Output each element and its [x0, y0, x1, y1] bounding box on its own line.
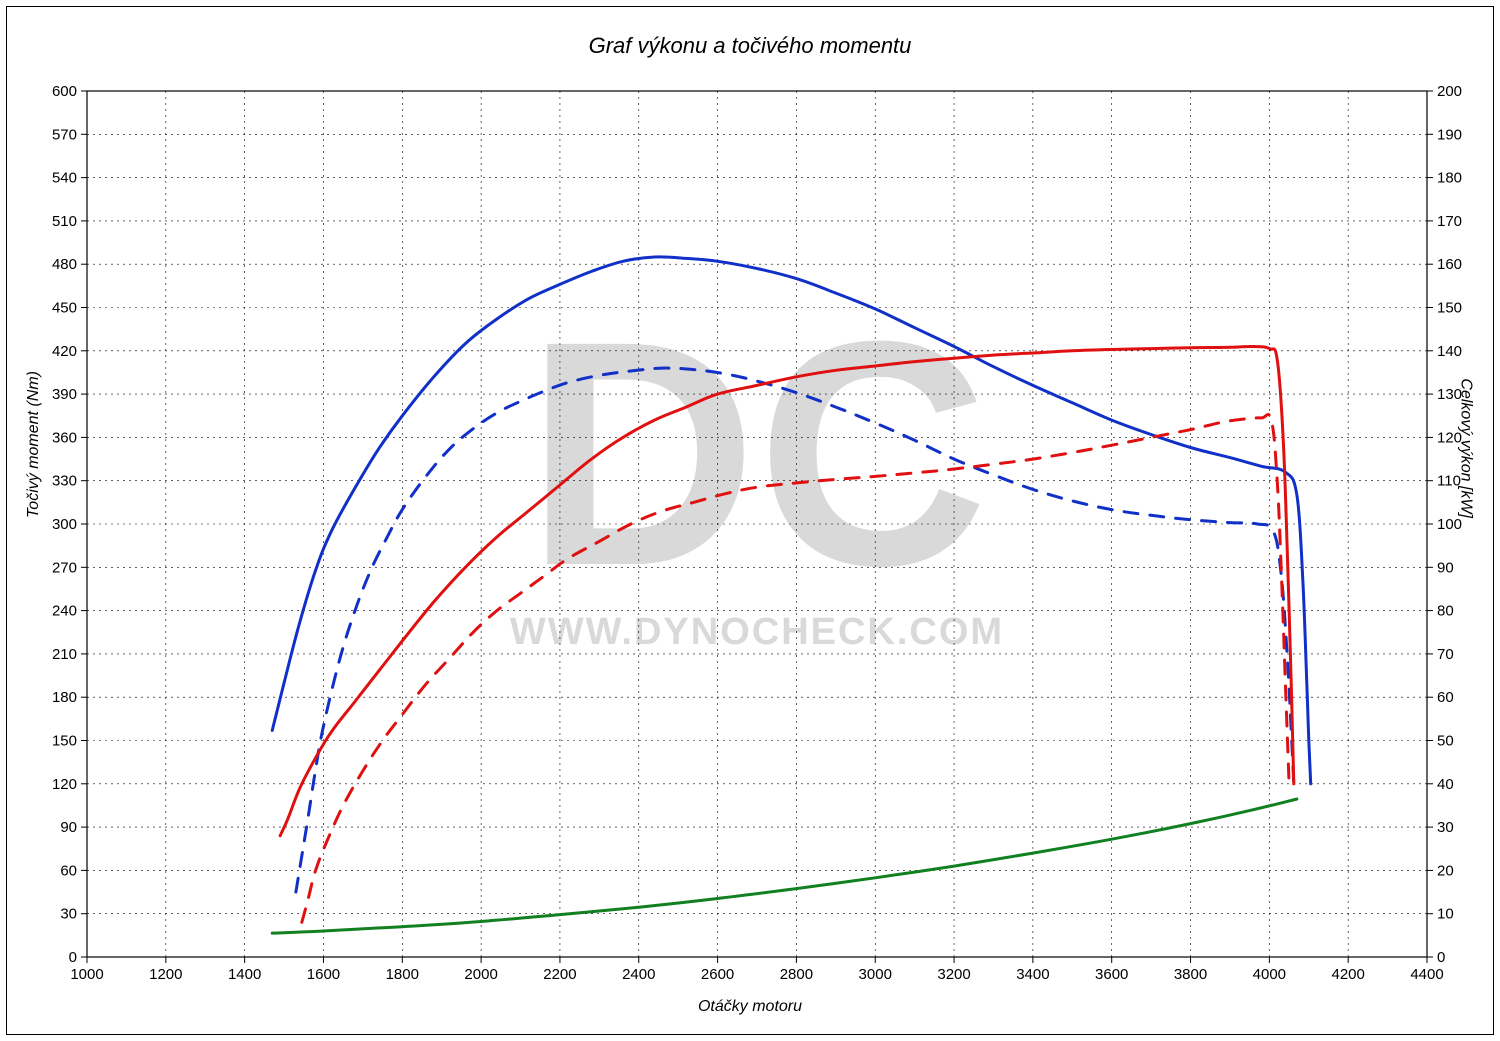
- y1-tick-label: 270: [52, 559, 77, 576]
- y2-tick-label: 120: [1437, 429, 1462, 446]
- x-tick-label: 3800: [1174, 966, 1207, 983]
- y2-tick-label: 150: [1437, 300, 1462, 317]
- y2-tick-label: 20: [1437, 862, 1454, 879]
- y2-tick-label: 180: [1437, 170, 1462, 187]
- y1-tick-label: 180: [52, 689, 77, 706]
- x-tick-label: 1200: [149, 966, 182, 983]
- y2-tick-label: 60: [1437, 689, 1454, 706]
- y1-tick-label: 300: [52, 516, 77, 533]
- y1-tick-label: 30: [60, 906, 77, 923]
- x-tick-label: 3200: [937, 966, 970, 983]
- y2-tick-label: 10: [1437, 906, 1454, 923]
- y1-tick-label: 570: [52, 126, 77, 143]
- x-tick-label: 2200: [543, 966, 576, 983]
- x-tick-label: 2000: [464, 966, 497, 983]
- y1-tick-label: 360: [52, 429, 77, 446]
- y1-tick-label: 240: [52, 603, 77, 620]
- y2-tick-label: 90: [1437, 559, 1454, 576]
- y1-tick-label: 120: [52, 776, 77, 793]
- x-tick-label: 3000: [859, 966, 892, 983]
- y2-tick-label: 170: [1437, 213, 1462, 230]
- x-tick-label: 4200: [1331, 966, 1364, 983]
- y1-tick-label: 390: [52, 386, 77, 403]
- y1-tick-label: 0: [69, 949, 77, 966]
- x-tick-label: 2400: [622, 966, 655, 983]
- x-tick-label: 3600: [1095, 966, 1128, 983]
- y1-tick-label: 210: [52, 646, 77, 663]
- y1-tick-label: 150: [52, 733, 77, 750]
- y2-tick-label: 100: [1437, 516, 1462, 533]
- y2-tick-label: 190: [1437, 126, 1462, 143]
- x-tick-label: 1600: [307, 966, 340, 983]
- x-tick-label: 2600: [701, 966, 734, 983]
- y1-tick-label: 450: [52, 300, 77, 317]
- watermark-logo: DC: [526, 274, 988, 632]
- watermark-url: WWW.DYNOCHECK.COM: [510, 611, 1004, 653]
- y2-tick-label: 200: [1437, 83, 1462, 100]
- y2-tick-label: 70: [1437, 646, 1454, 663]
- y1-tick-label: 420: [52, 343, 77, 360]
- x-tick-label: 1800: [386, 966, 419, 983]
- y2-tick-label: 0: [1437, 949, 1445, 966]
- y1-tick-label: 60: [60, 862, 77, 879]
- y1-tick-label: 540: [52, 170, 77, 187]
- y1-tick-label: 600: [52, 83, 77, 100]
- x-tick-label: 3400: [1016, 966, 1049, 983]
- dyno-chart: DCWWW.DYNOCHECK.COM100012001400160018002…: [7, 7, 1495, 1036]
- y2-tick-label: 130: [1437, 386, 1462, 403]
- y1-tick-label: 90: [60, 819, 77, 836]
- chart-frame: Graf výkonu a točivého momentu Točivý mo…: [6, 6, 1494, 1035]
- y2-tick-label: 110: [1437, 473, 1461, 490]
- y1-tick-label: 330: [52, 473, 77, 490]
- y2-tick-label: 50: [1437, 733, 1454, 750]
- y1-tick-label: 510: [52, 213, 77, 230]
- y2-tick-label: 140: [1437, 343, 1462, 360]
- x-tick-label: 4400: [1410, 966, 1443, 983]
- y2-tick-label: 160: [1437, 256, 1462, 273]
- y2-tick-label: 30: [1437, 819, 1454, 836]
- x-tick-label: 4000: [1253, 966, 1286, 983]
- x-tick-label: 2800: [780, 966, 813, 983]
- x-tick-label: 1000: [70, 966, 103, 983]
- y2-tick-label: 40: [1437, 776, 1454, 793]
- y1-tick-label: 480: [52, 256, 77, 273]
- y2-tick-label: 80: [1437, 603, 1454, 620]
- x-tick-label: 1400: [228, 966, 261, 983]
- series-losses: [272, 799, 1297, 933]
